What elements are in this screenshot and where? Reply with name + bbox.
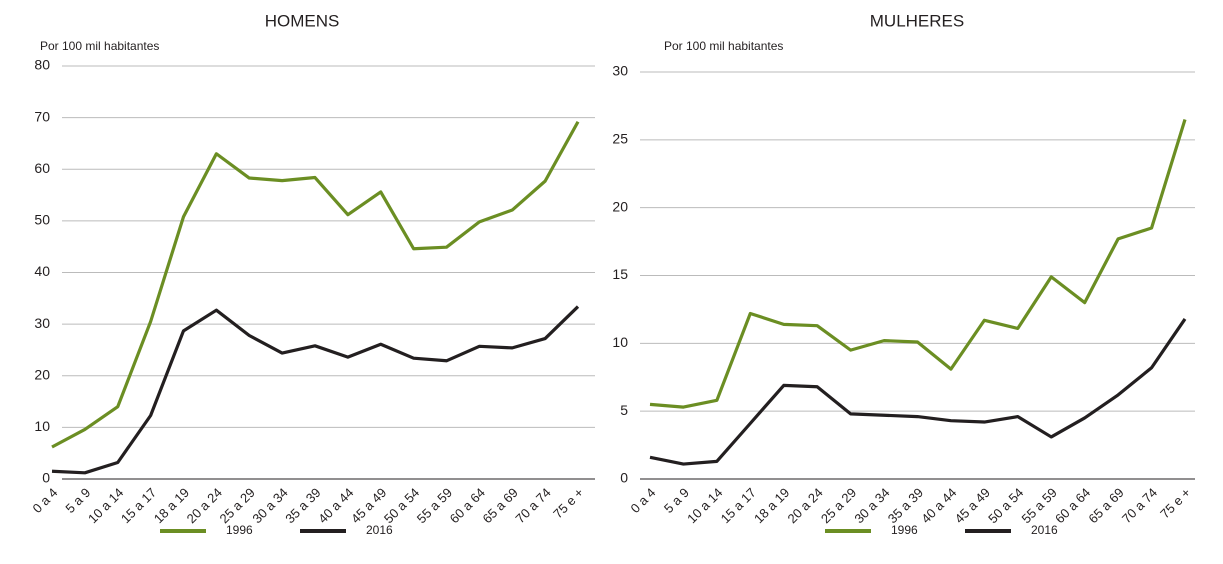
x-tick-label: 35 a 39 [282,485,323,526]
x-tick-label: 65 a 69 [1085,485,1126,526]
y-axis-label: Por 100 mil habitantes [40,39,159,53]
x-tick-label: 75 e + [1157,485,1193,521]
y-tick-label: 0 [42,470,50,486]
x-tick-label: 65 a 69 [480,485,521,526]
y-tick-label: 5 [620,402,628,418]
legend-label: 1996 [891,523,918,537]
x-tick-label: 18 a 19 [751,485,792,526]
y-tick-label: 20 [34,366,50,382]
y-tick-label: 80 [34,57,50,73]
x-tick-label: 75 e + [550,485,586,521]
line-series [649,119,1187,409]
x-tick-label: 15 a 17 [718,485,759,526]
y-tick-label: 10 [612,334,628,350]
y-tick-label: 25 [612,131,628,147]
x-tick-label: 50 a 54 [381,485,422,526]
x-tick-label: 20 a 24 [184,485,225,526]
legend-label: 1996 [226,523,253,537]
x-tick-label: 55 a 59 [1019,485,1060,526]
y-tick-label: 20 [612,198,628,214]
y-tick-label: 10 [34,418,50,434]
x-tick-label: 10 a 14 [684,485,725,526]
y-tick-label: 30 [612,63,628,79]
x-tick-label: 70 a 74 [512,485,553,526]
y-tick-label: 15 [612,266,628,282]
y-tick-label: 50 [34,212,50,228]
x-tick-label: 0 a 4 [627,485,658,516]
line-series [649,318,1187,466]
x-tick-label: 18 a 19 [151,485,192,526]
x-tick-label: 40 a 44 [315,485,356,526]
x-tick-label: 40 a 44 [918,485,959,526]
x-tick-label: 30 a 34 [249,485,290,526]
x-tick-label: 45 a 49 [348,485,389,526]
x-tick-label: 0 a 4 [29,485,60,516]
x-tick-label: 10 a 14 [85,485,126,526]
y-tick-label: 40 [34,263,50,279]
y-tick-label: 60 [34,160,50,176]
x-tick-label: 50 a 54 [985,485,1026,526]
x-tick-label: 35 a 39 [885,485,926,526]
x-tick-label: 60 a 64 [447,485,488,526]
legend-label: 2016 [1031,523,1058,537]
x-tick-label: 25 a 29 [217,485,258,526]
x-tick-label: 70 a 74 [1119,485,1160,526]
x-tick-label: 25 a 29 [818,485,859,526]
x-tick-label: 55 a 59 [414,485,455,526]
x-tick-label: 30 a 34 [851,485,892,526]
y-tick-label: 30 [34,315,50,331]
y-axis-label: Por 100 mil habitantes [664,39,783,53]
y-tick-label: 70 [34,108,50,124]
chart-title: MULHERES [870,11,964,30]
chart-title: HOMENS [265,11,340,30]
x-tick-label: 20 a 24 [784,485,825,526]
x-tick-label: 60 a 64 [1052,485,1093,526]
line-series [51,305,580,475]
legend-label: 2016 [366,523,393,537]
x-tick-label: 15 a 17 [118,485,159,526]
y-tick-label: 0 [620,470,628,486]
x-tick-label: 45 a 49 [952,485,993,526]
line-series [51,120,580,449]
